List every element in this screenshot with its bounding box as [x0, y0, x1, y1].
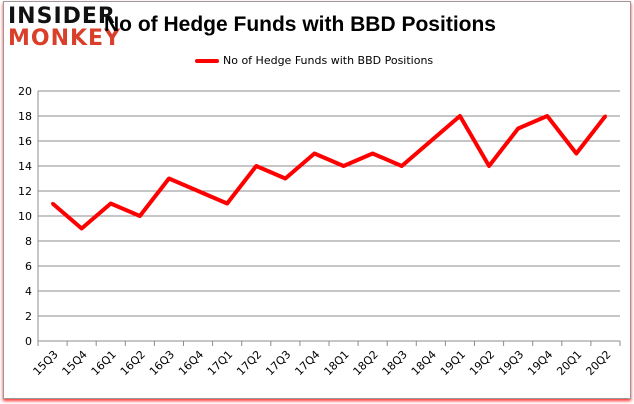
- x-tick-label: 19Q1: [438, 348, 468, 378]
- data-point: [400, 164, 404, 168]
- y-tick-label: 6: [25, 260, 32, 273]
- chart-title: No of Hedge Funds with BBD Positions: [104, 13, 496, 36]
- series-line: [51, 114, 608, 231]
- y-tick-label: 10: [18, 210, 32, 223]
- data-point: [458, 114, 462, 118]
- x-tick-label: 16Q4: [176, 348, 206, 378]
- y-tick-label: 18: [18, 110, 32, 123]
- data-point: [138, 214, 142, 218]
- chart-legend: No of Hedge Funds with BBD Positions: [195, 54, 433, 67]
- y-tick-label: 12: [18, 185, 32, 198]
- data-point: [51, 202, 55, 205]
- x-tick-label: 15Q3: [31, 348, 61, 378]
- x-tick-label: 19Q3: [496, 348, 526, 378]
- x-tick-label: 18Q3: [380, 348, 410, 378]
- y-tick-label: 20: [18, 85, 32, 98]
- logo-line-2: MONKEY: [8, 26, 122, 51]
- legend-label: No of Hedge Funds with BBD Positions: [223, 54, 434, 67]
- data-point: [574, 152, 578, 155]
- x-tick-label: 20Q2: [583, 348, 613, 378]
- x-tick-label: 18Q4: [409, 348, 439, 378]
- chart-frame: [3, 1, 631, 399]
- logo-line-1: INSIDER: [8, 4, 116, 29]
- legend-swatch: [195, 58, 219, 63]
- data-point: [254, 164, 258, 168]
- y-tick-label: 0: [25, 335, 32, 348]
- data-point: [283, 177, 287, 180]
- x-tick-label: 18Q1: [322, 348, 352, 378]
- data-point: [312, 152, 316, 155]
- y-tick-label: 14: [18, 160, 32, 173]
- x-tick-label: 15Q4: [60, 348, 90, 378]
- data-point: [225, 202, 229, 205]
- data-point: [371, 152, 375, 155]
- data-point: [429, 139, 433, 143]
- x-tick-label: 17Q4: [292, 348, 322, 378]
- data-point: [487, 164, 491, 168]
- x-tick-label: 16Q3: [147, 348, 177, 378]
- y-tick-label: 8: [25, 235, 32, 248]
- x-tick-label: 18Q2: [351, 348, 381, 378]
- data-point: [342, 164, 346, 168]
- x-tick-label: 17Q1: [205, 348, 235, 378]
- x-tick-label: 16Q1: [89, 348, 119, 378]
- x-tick-label: 16Q2: [118, 348, 148, 378]
- data-point: [109, 202, 113, 205]
- data-point: [196, 189, 200, 193]
- data-point: [80, 227, 84, 230]
- y-tick-label: 4: [25, 285, 32, 298]
- data-point: [603, 114, 607, 118]
- data-point: [167, 177, 171, 180]
- x-tick-label: 17Q3: [263, 348, 293, 378]
- insider-monkey-logo: INSIDER MONKEY: [8, 6, 121, 50]
- data-point: [545, 114, 549, 118]
- y-tick-label: 2: [25, 310, 32, 323]
- data-point: [516, 127, 520, 130]
- x-tick-label: 20Q1: [554, 348, 584, 378]
- y-tick-label: 16: [18, 135, 32, 148]
- x-tick-label: 19Q2: [467, 348, 497, 378]
- x-tick-label: 19Q4: [525, 348, 555, 378]
- x-tick-label: 17Q2: [234, 348, 264, 378]
